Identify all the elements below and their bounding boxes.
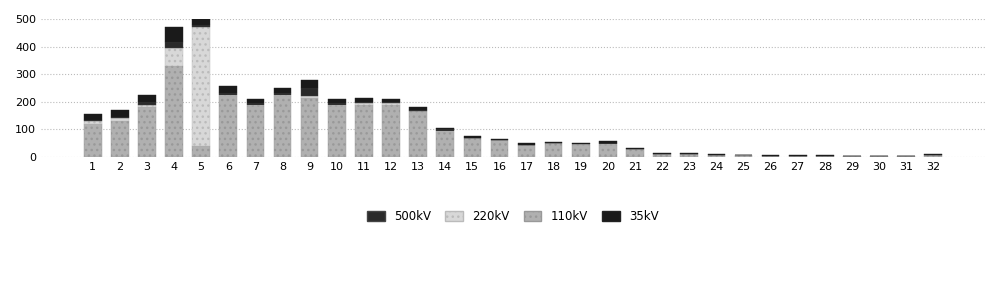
Bar (138, 105, 156, 107)
Bar (355, 102, 373, 103)
Bar (192, 27, 210, 146)
Bar (924, 154, 942, 155)
Bar (328, 103, 346, 105)
Bar (301, 98, 318, 157)
Bar (924, 155, 942, 157)
Bar (165, 66, 183, 157)
Bar (192, 146, 210, 157)
Bar (247, 103, 264, 105)
Bar (735, 155, 752, 157)
Bar (436, 129, 454, 131)
Bar (247, 105, 264, 106)
Bar (545, 142, 562, 143)
Bar (464, 138, 481, 157)
Bar (274, 94, 291, 95)
Bar (545, 143, 562, 157)
Bar (192, 24, 210, 27)
Bar (816, 156, 834, 157)
Bar (111, 121, 129, 157)
Bar (219, 94, 237, 95)
Bar (464, 136, 481, 138)
Bar (572, 143, 590, 144)
Bar (708, 155, 725, 157)
Bar (138, 95, 156, 102)
Bar (84, 120, 102, 121)
Bar (84, 114, 102, 120)
Bar (599, 145, 617, 157)
Bar (84, 121, 102, 124)
Bar (409, 110, 427, 111)
Bar (111, 117, 129, 118)
Bar (870, 156, 888, 157)
Bar (328, 106, 346, 157)
Bar (789, 155, 807, 156)
Bar (301, 88, 318, 96)
Bar (165, 42, 183, 48)
Bar (409, 107, 427, 110)
Bar (219, 95, 237, 96)
Bar (328, 99, 346, 103)
Bar (708, 154, 725, 155)
Bar (247, 99, 264, 103)
Legend: 500kV, 220kV, 110kV, 35kV: 500kV, 220kV, 110kV, 35kV (363, 207, 663, 227)
Bar (219, 86, 237, 94)
Bar (762, 156, 779, 157)
Bar (247, 106, 264, 157)
Bar (653, 154, 671, 157)
Bar (436, 132, 454, 157)
Bar (653, 153, 671, 154)
Bar (626, 148, 644, 149)
Bar (491, 139, 508, 140)
Bar (138, 102, 156, 105)
Bar (355, 105, 373, 157)
Bar (274, 88, 291, 94)
Bar (680, 153, 698, 154)
Bar (165, 27, 183, 42)
Bar (328, 105, 346, 106)
Bar (572, 145, 590, 157)
Bar (84, 124, 102, 157)
Bar (355, 103, 373, 105)
Bar (165, 48, 183, 66)
Bar (274, 95, 291, 96)
Bar (409, 111, 427, 157)
Bar (491, 140, 508, 157)
Bar (192, 19, 210, 24)
Bar (382, 99, 400, 102)
Bar (518, 145, 535, 157)
Bar (599, 141, 617, 143)
Bar (762, 155, 779, 156)
Bar (301, 96, 318, 98)
Bar (843, 156, 861, 157)
Bar (382, 102, 400, 103)
Bar (599, 144, 617, 145)
Bar (680, 154, 698, 157)
Bar (436, 128, 454, 129)
Bar (789, 156, 807, 157)
Bar (355, 98, 373, 102)
Bar (518, 143, 535, 145)
Bar (111, 110, 129, 117)
Bar (301, 80, 318, 88)
Bar (626, 149, 644, 157)
Bar (382, 105, 400, 157)
Bar (436, 131, 454, 132)
Bar (274, 96, 291, 157)
Bar (138, 107, 156, 157)
Bar (219, 96, 237, 157)
Bar (382, 103, 400, 105)
Bar (111, 118, 129, 121)
Bar (572, 144, 590, 145)
Bar (816, 155, 834, 156)
Bar (897, 156, 915, 157)
Bar (599, 143, 617, 144)
